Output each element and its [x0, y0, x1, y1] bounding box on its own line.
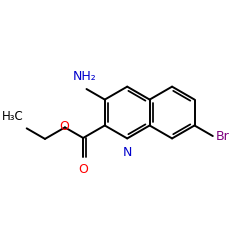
Text: N: N: [122, 146, 132, 159]
Text: O: O: [78, 163, 88, 176]
Text: H₃C: H₃C: [2, 110, 24, 122]
Text: Br: Br: [216, 130, 230, 142]
Text: O: O: [59, 120, 69, 133]
Text: NH₂: NH₂: [73, 70, 96, 83]
